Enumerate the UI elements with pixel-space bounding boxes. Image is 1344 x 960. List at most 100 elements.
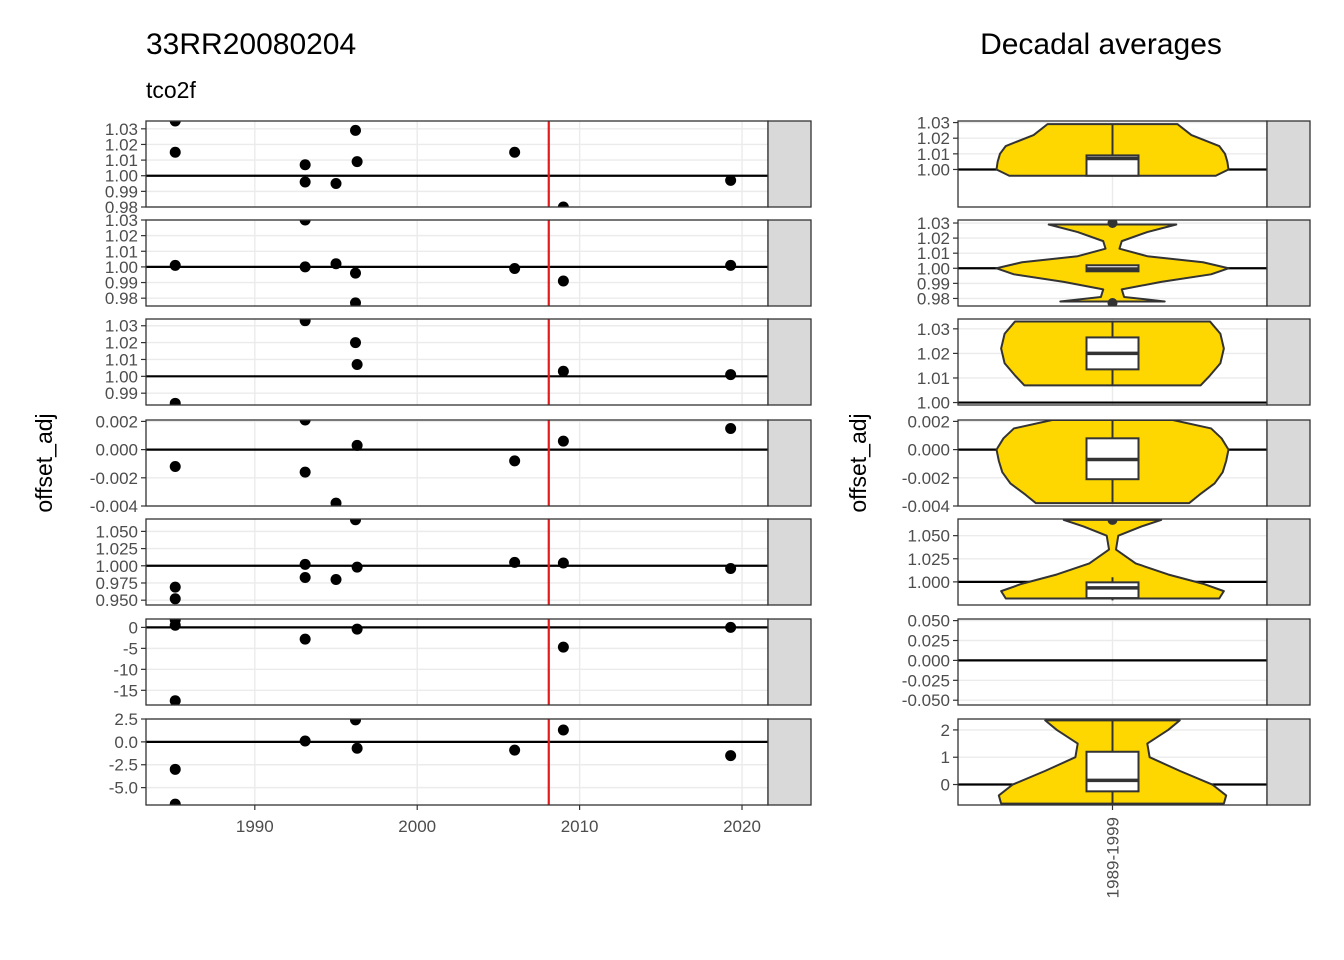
panel-background: [146, 319, 768, 405]
data-point: [299, 159, 311, 171]
data-point: [169, 259, 181, 271]
facet-strip: [1266, 419, 1311, 507]
panel-background: [146, 719, 768, 805]
data-point: [350, 519, 361, 526]
right-chart-title: Decadal averages: [980, 28, 1222, 61]
y-tick-label: 1.02: [917, 344, 950, 363]
y-tick-label: -0.004: [902, 497, 950, 516]
y-tick-label: -0.004: [90, 497, 138, 516]
x-category-label: 1989-1999: [1104, 817, 1123, 898]
data-point: [725, 563, 737, 575]
panel-phosphate: 0.991.001.011.021.03phosphate: [105, 317, 812, 406]
data-point: [725, 422, 737, 434]
facet-strip: [1266, 618, 1311, 706]
y-tick-label: 1.00: [917, 394, 950, 413]
box-outlier: [1107, 297, 1118, 306]
data-point: [557, 201, 569, 207]
facet-strip: [767, 518, 812, 606]
right-x-axis: 1989-1999: [1104, 805, 1123, 898]
panel-oxygen: 0.980.991.001.011.021.03oxygen: [105, 211, 812, 308]
panel-content: [146, 519, 768, 605]
data-point: [169, 593, 181, 605]
left-y-axis-title: offset_adj: [31, 413, 57, 512]
data-point: [351, 359, 363, 371]
panel-talk: -15-10-50talk: [113, 618, 812, 706]
y-tick-label: -0.050: [902, 691, 950, 710]
left-x-axis: 1990 2000 2010 2020: [236, 805, 761, 836]
data-point: [725, 259, 737, 271]
panel-content: [146, 719, 768, 805]
y-tick-label: 1.01: [917, 369, 950, 388]
data-point: [557, 275, 569, 287]
panel-background: [146, 121, 768, 207]
facet-strip: [1266, 718, 1311, 806]
y-tick-label: 0.000: [95, 441, 138, 460]
right-y-axis-title: offset_adj: [845, 413, 871, 512]
y-tick-label: 1.01: [105, 350, 138, 369]
data-point: [169, 763, 181, 775]
y-tick-label: 0: [129, 618, 138, 637]
panel-background: [146, 420, 768, 506]
data-point: [557, 435, 569, 447]
data-point: [169, 619, 181, 631]
y-tick-label: 0.99: [105, 182, 138, 201]
panel-tco2: 012tco2: [941, 718, 1311, 806]
data-point: [351, 439, 363, 451]
facet-strip: [767, 318, 812, 406]
panel-content: [146, 619, 768, 705]
data-point: [557, 641, 569, 653]
y-tick-label: 1.02: [105, 135, 138, 154]
y-tick-label: 0.99: [917, 274, 950, 293]
panel-content: [146, 420, 768, 506]
y-tick-label: 0.000: [907, 441, 950, 460]
y-tick-label: 1.03: [105, 317, 138, 336]
y-tick-label: 2.5: [114, 710, 138, 729]
data-point: [351, 623, 363, 635]
panel-background: [146, 519, 768, 605]
data-point: [725, 750, 737, 762]
x-tick-label: 1990: [236, 817, 274, 836]
y-tick-label: 1.050: [907, 527, 950, 546]
y-tick-label: 0.000: [907, 651, 950, 670]
facet-strip: [1266, 318, 1311, 406]
y-tick-label: 0.99: [105, 274, 138, 293]
x-tick-label: 2000: [398, 817, 436, 836]
data-point: [350, 297, 361, 306]
data-point: [330, 258, 342, 270]
panel-nitrate: 1.001.011.021.03nitrate: [917, 114, 1311, 208]
box-outlier: [1107, 220, 1118, 229]
box-iqr: [1085, 154, 1140, 177]
data-point: [299, 633, 311, 645]
panel-content: [146, 319, 768, 405]
y-tick-label: 0.950: [95, 591, 138, 610]
panel-background: [146, 619, 768, 705]
data-point: [351, 156, 363, 168]
data-point: [299, 319, 311, 327]
y-tick-label: 1.025: [95, 540, 138, 559]
y-tick-label: 0.98: [105, 289, 138, 308]
y-tick-label: 0.002: [907, 412, 950, 431]
data-point: [330, 574, 342, 586]
y-tick-label: 1.000: [907, 573, 950, 592]
data-point: [509, 455, 521, 467]
panel-background: [146, 220, 768, 306]
panel-content: [146, 220, 768, 306]
y-tick-label: 0.98: [917, 289, 950, 308]
y-tick-label: 0.002: [95, 412, 138, 431]
data-point: [330, 178, 342, 190]
data-point: [169, 798, 181, 805]
data-point: [350, 719, 361, 726]
data-point: [557, 724, 569, 736]
y-tick-label: 1.03: [917, 320, 950, 339]
y-tick-label: 1.03: [105, 211, 138, 230]
data-point: [169, 121, 181, 127]
panel-content: [958, 220, 1267, 306]
y-tick-label: 1.025: [907, 550, 950, 569]
data-point: [299, 735, 311, 747]
data-point: [299, 558, 311, 570]
panel-content: [146, 121, 768, 207]
data-point: [725, 369, 737, 381]
data-point: [509, 262, 521, 274]
data-point: [557, 557, 569, 569]
facet-strip: [767, 219, 812, 307]
